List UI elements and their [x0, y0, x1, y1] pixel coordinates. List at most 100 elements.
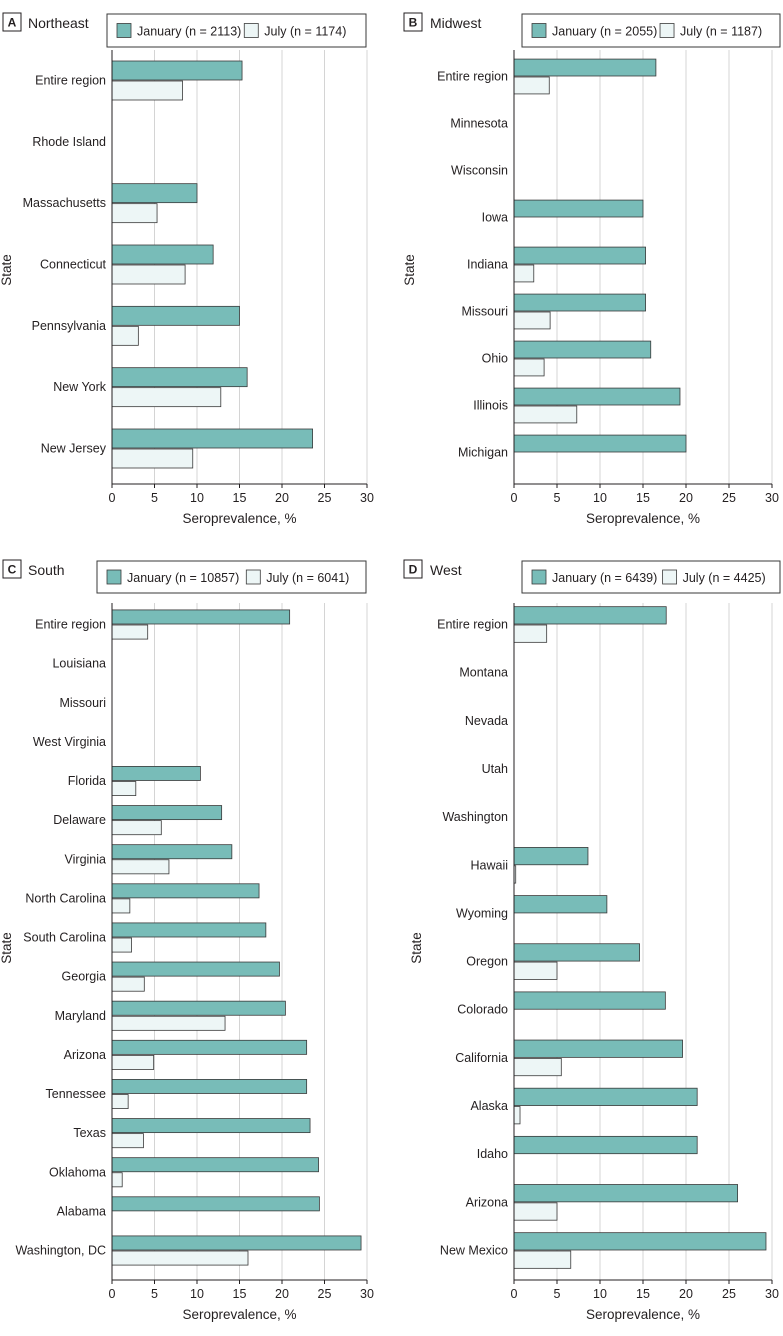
- bar-july: [111, 1133, 144, 1149]
- legend-box: [521, 13, 781, 48]
- x-tick-label: 25: [722, 491, 736, 505]
- bar-july: [513, 311, 551, 330]
- category-label: Missouri: [461, 305, 508, 319]
- category-label: Virginia: [65, 852, 107, 866]
- legend: January (n = 2113) July (n = 1174): [106, 13, 367, 48]
- x-tick-label: 15: [233, 1287, 247, 1301]
- bar-july: [111, 325, 139, 346]
- bar-january: [513, 1087, 698, 1106]
- x-tick-label: 25: [318, 491, 332, 505]
- bar-july: [513, 405, 578, 424]
- legend-swatch-january: [116, 23, 132, 38]
- legend-label-july: July (n = 6041): [266, 571, 349, 585]
- bar-july: [111, 1250, 249, 1266]
- legend-box: [106, 13, 367, 48]
- category-label: Wisconsin: [451, 164, 508, 178]
- bar-july: [111, 976, 145, 992]
- x-tick-label: 0: [511, 1287, 518, 1301]
- panel-a: A Northeast January (n = 2113) July (n = 11…: [0, 12, 374, 526]
- x-axis-title: Seroprevalence, %: [586, 1307, 700, 1322]
- panel-b: B Midwest January (n = 2055) July (n = 1187…: [402, 12, 781, 526]
- panel-letter-box: [403, 12, 423, 32]
- y-axis-title: State: [402, 254, 417, 286]
- bar-july: [513, 1057, 562, 1077]
- legend-swatch-january: [531, 569, 547, 585]
- x-tick-label: 20: [679, 491, 693, 505]
- x-tick-label: 30: [360, 1287, 374, 1301]
- bar-january: [513, 606, 667, 625]
- x-axis-title: Seroprevalence, %: [586, 511, 700, 526]
- category-label: Florida: [68, 774, 106, 788]
- legend-box: [96, 560, 367, 594]
- category-label: Tennessee: [46, 1087, 107, 1101]
- bar-january: [111, 1196, 320, 1212]
- x-tick-label: 15: [233, 491, 247, 505]
- panel-title: West: [430, 562, 462, 578]
- x-tick-label: 30: [360, 491, 374, 505]
- x-tick-label: 15: [636, 1287, 650, 1301]
- legend-label-january: January (n = 2055): [552, 25, 657, 39]
- legend-box: [521, 560, 781, 594]
- category-label: Missouri: [59, 696, 106, 710]
- category-label: New York: [53, 380, 107, 394]
- x-tick-label: 30: [765, 491, 779, 505]
- bar-july: [513, 1106, 521, 1125]
- panel-title: Midwest: [430, 15, 481, 31]
- category-label: North Carolina: [25, 891, 106, 905]
- category-label: Oregon: [466, 955, 508, 969]
- bar-january: [513, 387, 681, 406]
- category-label: Ohio: [482, 352, 508, 366]
- bar-july: [111, 1015, 226, 1031]
- category-label: Entire region: [35, 618, 106, 632]
- legend-swatch-july: [659, 23, 675, 38]
- bar-january: [111, 1157, 319, 1173]
- y-axis-title: State: [0, 932, 14, 964]
- category-label: Colorado: [457, 1003, 508, 1017]
- bar-july: [513, 624, 548, 643]
- panel-title: South: [28, 562, 65, 578]
- legend-label-january: January (n = 2113): [137, 25, 241, 39]
- legend-swatch-july: [243, 23, 259, 38]
- category-label: Montana: [459, 666, 508, 680]
- panel-letter: B: [409, 16, 418, 30]
- bar-july: [111, 820, 162, 836]
- panel-letter-box: [403, 559, 423, 579]
- x-tick-label: 10: [593, 1287, 607, 1301]
- category-label: Entire region: [35, 74, 106, 88]
- category-label: New Jersey: [41, 442, 107, 456]
- bar-january: [513, 991, 666, 1010]
- panel-letter-box: [2, 12, 22, 32]
- category-label: West Virginia: [33, 735, 106, 749]
- category-label: Nevada: [465, 714, 508, 728]
- x-tick-label: 10: [593, 491, 607, 505]
- y-axis-title: State: [409, 932, 424, 964]
- legend-label-july: July (n = 1187): [680, 25, 762, 39]
- panel-letter: C: [8, 563, 17, 577]
- bar-january: [513, 895, 608, 914]
- bar-january: [111, 367, 248, 388]
- bar-july: [111, 937, 132, 953]
- x-tick-label: 15: [636, 491, 650, 505]
- legend-label-january: January (n = 10857): [127, 571, 239, 585]
- bar-january: [513, 199, 644, 218]
- x-tick-label: 5: [151, 1287, 158, 1301]
- bar-july: [111, 624, 149, 640]
- x-tick-label: 5: [151, 491, 158, 505]
- bar-july: [111, 898, 131, 914]
- bar-january: [111, 1000, 286, 1016]
- category-label: Utah: [482, 762, 508, 776]
- bar-july: [111, 387, 222, 408]
- bar-january: [111, 305, 240, 326]
- category-label: Arizona: [466, 1195, 508, 1209]
- panel-d: D West January (n = 6439) July (n = 4425) En…: [403, 559, 781, 1322]
- bar-january: [513, 434, 687, 453]
- bar-july: [513, 264, 535, 283]
- bar-july: [111, 448, 194, 469]
- panel-c: C South January (n = 10857) July (n = 6041)…: [0, 559, 374, 1322]
- bar-july: [513, 358, 545, 377]
- bar-july: [111, 264, 186, 285]
- x-tick-label: 20: [275, 1287, 289, 1301]
- x-tick-label: 10: [190, 1287, 204, 1301]
- x-tick-label: 20: [679, 1287, 693, 1301]
